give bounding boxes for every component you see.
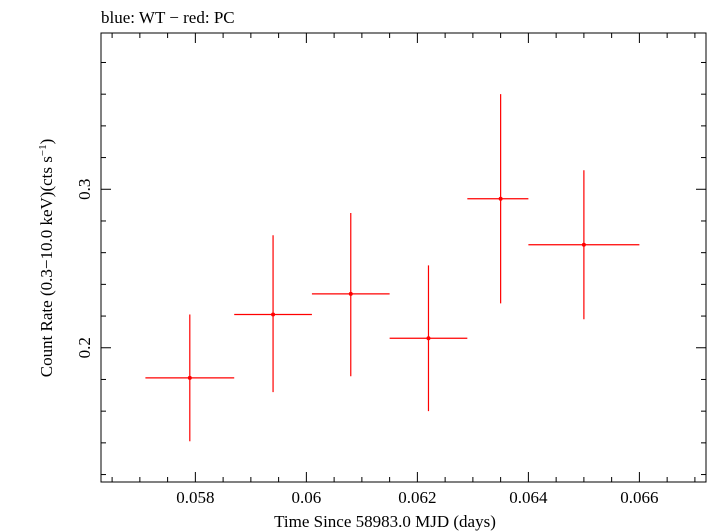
x-tick-label: 0.058: [176, 488, 214, 507]
axis-tick-labels: 0.058 0.06 0.062 0.064 0.066 0.2 0.3: [75, 179, 659, 507]
plot-frame: [100, 32, 707, 483]
y-tick-label: 0.2: [75, 337, 94, 358]
point-marker: [498, 196, 503, 201]
data-point: [234, 235, 312, 393]
x-tick-label: 0.06: [291, 488, 321, 507]
data-point: [389, 265, 468, 412]
x-tick-label: 0.064: [509, 488, 548, 507]
y-axis-label-sup: −1: [37, 144, 49, 156]
chart-title: blue: WT − red: PC: [101, 8, 235, 27]
data-point: [145, 314, 235, 442]
x-axis-label: Time Since 58983.0 MJD (days): [274, 512, 496, 531]
x-tick-label: 0.062: [398, 488, 436, 507]
y-axis-label: Count Rate (0.3−10.0 keV)(cts s−1): [37, 139, 56, 378]
x-tick-label: 0.066: [620, 488, 658, 507]
data-points: [145, 94, 640, 442]
point-marker: [348, 291, 353, 296]
y-tick-label: 0.3: [75, 179, 94, 200]
data-point: [467, 94, 529, 304]
data-point: [528, 170, 640, 320]
y-axis-label-main: Count Rate (0.3−10.0 keV)(cts s: [37, 156, 56, 377]
y-axis-label-close: ): [37, 139, 56, 145]
point-marker: [187, 375, 192, 380]
axis-ticks: [101, 33, 706, 482]
point-marker: [581, 242, 586, 247]
point-marker: [271, 312, 276, 317]
data-point: [311, 213, 390, 377]
point-marker: [426, 336, 431, 341]
